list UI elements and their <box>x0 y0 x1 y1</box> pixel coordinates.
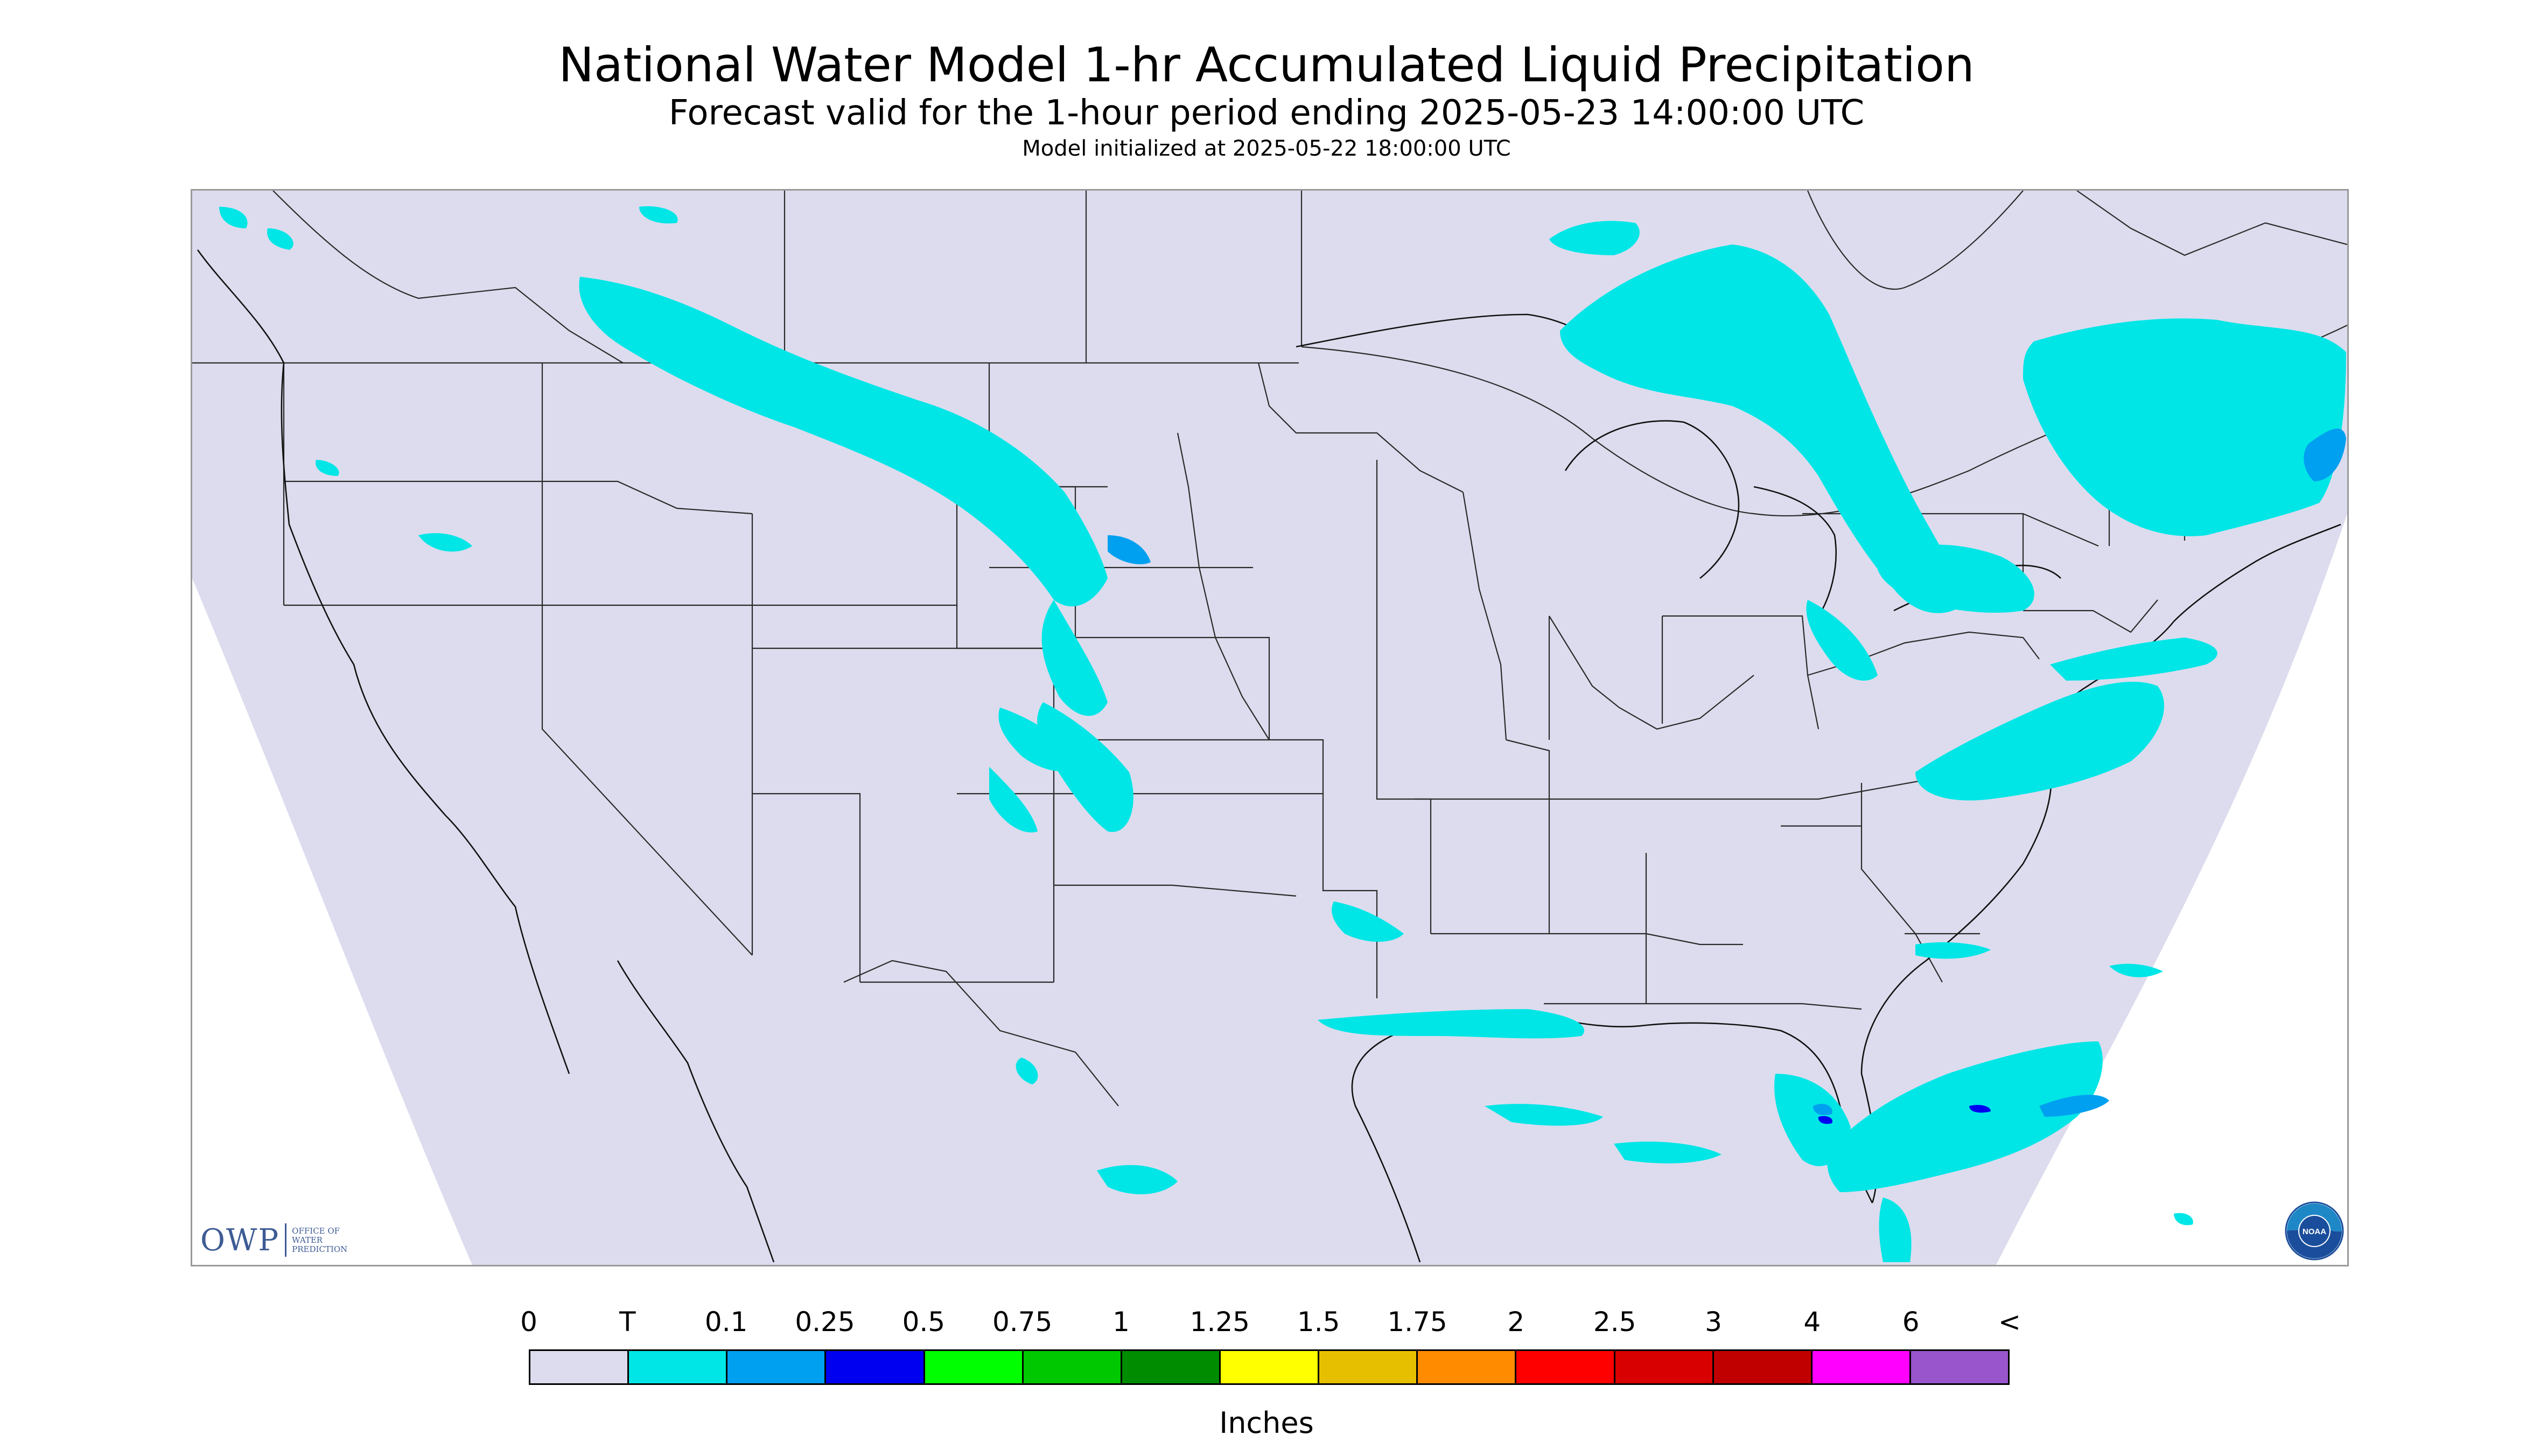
legend-units: Inches <box>1219 1406 1314 1440</box>
legend-swatch <box>1911 1351 2009 1383</box>
precip-dark-blue-areas <box>1818 1105 1991 1124</box>
precip-trace-areas <box>219 206 2346 1262</box>
model-init-line: Model initialized at 2025-05-22 18:00:00… <box>1022 136 1511 161</box>
legend-label: 1.5 <box>1297 1306 1340 1338</box>
map-svg <box>192 191 2347 1265</box>
map-title: National Water Model 1-hr Accumulated Li… <box>558 37 1975 93</box>
legend-swatch <box>1023 1351 1122 1383</box>
legend-label: 3 <box>1705 1306 1722 1338</box>
legend-label: 2 <box>1507 1306 1525 1338</box>
legend-swatch <box>629 1351 728 1383</box>
legend-label: 1.75 <box>1387 1306 1447 1338</box>
color-legend-bar <box>529 1349 2010 1385</box>
owp-logo-divider <box>285 1223 287 1257</box>
legend-label: 4 <box>1803 1306 1821 1338</box>
legend-label: 0.5 <box>902 1306 946 1338</box>
legend-label: 6 <box>1902 1306 1920 1338</box>
noaa-logo-icon: NOAA <box>2285 1201 2344 1261</box>
noaa-logo-text: NOAA <box>2303 1227 2326 1236</box>
legend-swatch <box>1516 1351 1615 1383</box>
legend-labels: 0 T 0.1 0.25 0.5 0.75 1 1.25 1.5 1.75 2 … <box>520 1303 2021 1341</box>
legend-label: 1.25 <box>1189 1306 1250 1338</box>
legend-swatch <box>1220 1351 1320 1383</box>
legend-swatch <box>826 1351 925 1383</box>
legend-label: T <box>619 1306 636 1338</box>
legend-swatch <box>1713 1351 1813 1383</box>
precip-light-blue-areas <box>1108 428 2346 1117</box>
boundary-lines <box>192 191 2347 1107</box>
legend-label: 0.75 <box>992 1306 1053 1338</box>
legend-swatch <box>1615 1351 1714 1383</box>
owp-logo-text: OWP <box>200 1222 280 1258</box>
coastlines <box>197 249 2341 1263</box>
owp-logo: OWP OFFICE OF WATER PREDICTION <box>200 1221 347 1259</box>
legend-swatch <box>925 1351 1024 1383</box>
legend-label: < <box>1998 1306 2021 1338</box>
legend-label: 0.1 <box>704 1306 748 1338</box>
legend-label: 0.25 <box>795 1306 855 1338</box>
legend-swatch <box>1812 1351 1911 1383</box>
legend-label: 2.5 <box>1593 1306 1636 1338</box>
legend-label: 0 <box>520 1306 537 1338</box>
precipitation-map <box>191 189 2349 1266</box>
legend-swatch <box>1319 1351 1418 1383</box>
forecast-valid-subtitle: Forecast valid for the 1-hour period end… <box>668 93 1865 133</box>
legend-label: 1 <box>1112 1306 1130 1338</box>
owp-logo-subtext: OFFICE OF WATER PREDICTION <box>292 1226 348 1254</box>
legend-swatch <box>727 1351 827 1383</box>
legend-swatch <box>530 1351 629 1383</box>
legend-swatch <box>1418 1351 1517 1383</box>
legend-swatch <box>1122 1351 1221 1383</box>
